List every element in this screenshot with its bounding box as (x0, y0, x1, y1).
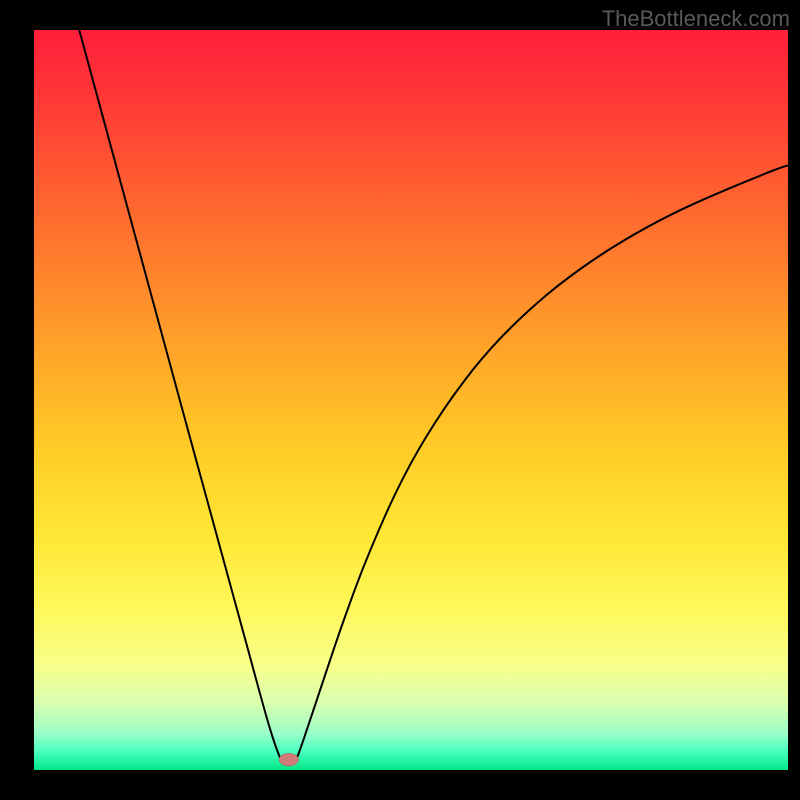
valley-marker (279, 753, 299, 766)
watermark-text: TheBottleneck.com (602, 6, 790, 32)
bottleneck-chart (0, 0, 800, 800)
chart-frame: TheBottleneck.com (0, 0, 800, 800)
plot-area (34, 30, 788, 770)
